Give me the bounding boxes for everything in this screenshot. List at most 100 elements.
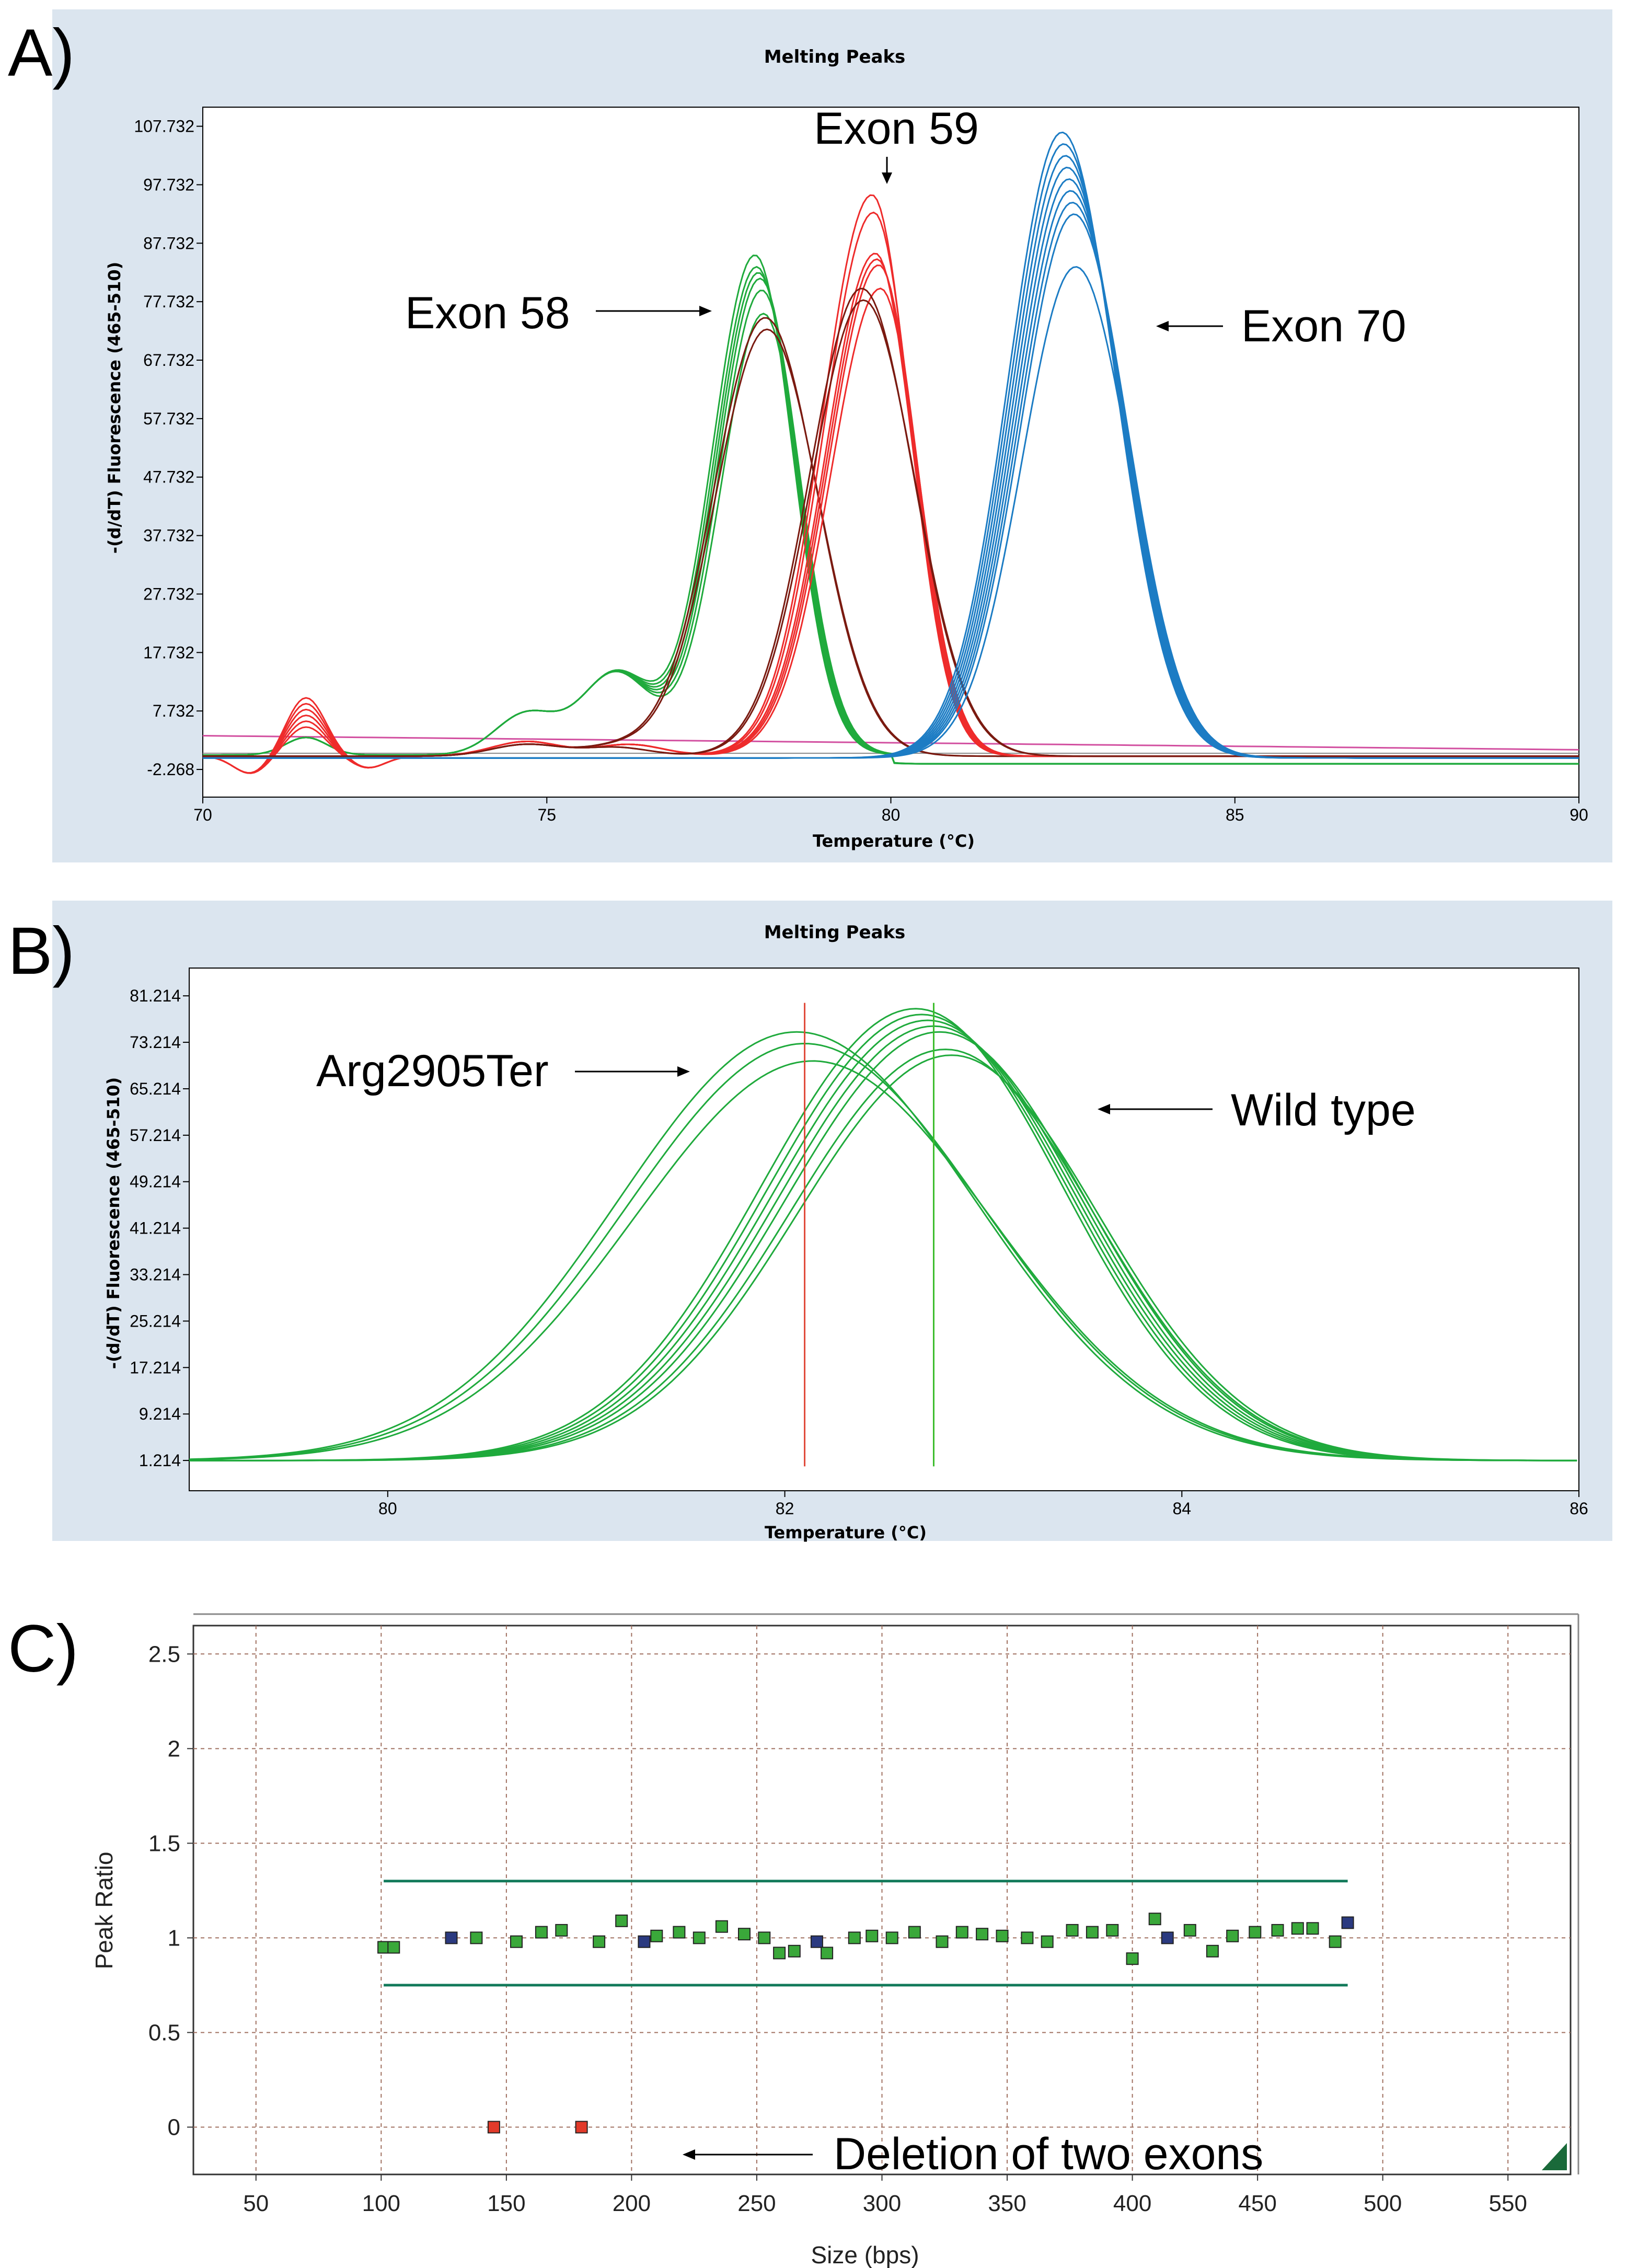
panel-b-y-tick-label: 1.214 (139, 1451, 181, 1470)
panel-a-title: Melting Peaks (764, 47, 906, 67)
panel-a-y-tick-label: 17.732 (143, 643, 194, 662)
panel-a-y-tick-label: 47.732 (143, 468, 194, 487)
panel-a-x-axis-label: Temperature (°C) (813, 831, 975, 851)
panel-b-x-axis-label: Temperature (°C) (765, 1523, 927, 1542)
panel-c-y-tick-label: 1.5 (148, 1830, 180, 1856)
data-point-normal (673, 1926, 686, 1939)
panel-c-y-tick-label: 2.5 (148, 1641, 180, 1667)
arrowhead-deletion (683, 2149, 695, 2160)
data-point-normal (1291, 1922, 1304, 1935)
data-point-normal (1041, 1935, 1054, 1948)
panel-a-y-tick-label: 107.732 (134, 117, 194, 136)
panel-b-x-tick-label: 80 (378, 1499, 397, 1518)
panel-c-y-tick-label: 2 (168, 1736, 180, 1762)
panel-c-x-tick-label: 100 (362, 2191, 400, 2216)
panel-b-y-tick-label: 41.214 (130, 1219, 181, 1238)
arrowhead-exon-70 (1156, 321, 1169, 331)
data-point-normal (593, 1935, 606, 1948)
panel-a-y-tick-label: 37.732 (143, 526, 194, 545)
arrowhead-exon-59 (882, 172, 892, 184)
panel-b-y-tick-label: 81.214 (130, 986, 181, 1005)
panel-a-y-tick-label: 27.732 (143, 584, 194, 603)
resize-corner-icon (1542, 2143, 1567, 2170)
panel-c-x-tick-label: 550 (1489, 2191, 1527, 2216)
panel-a-y-tick-label: 77.732 (143, 292, 194, 311)
panel-b-y-tick-label: 57.214 (130, 1126, 181, 1145)
panel-c-x-tick-label: 50 (243, 2191, 269, 2216)
data-point-normal (996, 1929, 1009, 1942)
melt-curve-blue (203, 266, 1579, 759)
panel-c-x-tick-label: 200 (613, 2191, 651, 2216)
panel-c-x-tick-label: 400 (1113, 2191, 1151, 2216)
data-point-normal (1329, 1935, 1342, 1948)
data-point-deleted (575, 2121, 588, 2134)
panel-a-x-tick-label: 75 (537, 805, 556, 824)
panel-a-y-tick-label: 67.732 (143, 351, 194, 370)
panel-c-x-tick-label: 450 (1238, 2191, 1276, 2216)
panel-b-letter: B) (8, 914, 75, 988)
data-point-normal (866, 1929, 879, 1942)
panel-a-x-tick-label: 80 (882, 805, 901, 824)
arrowhead-arg2905ter (677, 1066, 690, 1077)
data-point-normal (555, 1924, 568, 1937)
data-point-normal (1126, 1952, 1139, 1965)
panel-a-x-tick-label: 85 (1226, 805, 1244, 824)
data-point-normal (821, 1947, 834, 1960)
panel-a-axes: 70 75 80 85 90 -2.268 7.732 17.732 27.732 37.732 4… (134, 117, 1588, 824)
annotation-exon-70: Exon 70 (1241, 301, 1406, 351)
panel-b: B) Melting Peaks 80 82 84 86 1.214 9.214 17.21… (8, 901, 1612, 1542)
data-point-normal (955, 1926, 968, 1939)
data-point-normal (885, 1931, 898, 1944)
panel-c: C) 50 100 150 200 250 300 350 400 450 500 550 0 0.5 1… (8, 1611, 1579, 2268)
data-point-normal (936, 1935, 949, 1948)
data-point-normal (773, 1947, 786, 1960)
panel-a-y-tick-label: 57.732 (143, 409, 194, 428)
data-point-normal (1106, 1924, 1119, 1937)
panel-c-axes: 50 100 150 200 250 300 350 400 450 500 550 0 0.5 1 1.5… (148, 1626, 1571, 2216)
data-point-control (810, 1935, 823, 1948)
panel-c-points (377, 1880, 1354, 2134)
arrowhead-wild-type (1098, 1104, 1110, 1114)
data-point-normal (1148, 1913, 1161, 1926)
data-point-normal (715, 1920, 728, 1933)
data-point-normal (1183, 1924, 1196, 1937)
panel-c-x-tick-label: 500 (1364, 2191, 1402, 2216)
data-point-control (445, 1931, 458, 1944)
data-point-normal (1226, 1929, 1239, 1942)
panel-a-plot-area (202, 107, 1579, 798)
panel-a-x-tick-label: 90 (1570, 805, 1588, 824)
data-point-normal (788, 1944, 801, 1958)
panel-b-x-tick-label: 86 (1570, 1499, 1588, 1518)
data-point-normal (1066, 1924, 1079, 1937)
panel-b-y-tick-label: 49.214 (130, 1172, 181, 1191)
annotation-exon-59: Exon 59 (814, 103, 979, 154)
annotation-arg2905ter: Arg2905Ter (316, 1046, 549, 1096)
panel-b-y-tick-label: 33.214 (130, 1265, 181, 1284)
data-point-normal (758, 1931, 771, 1944)
data-point-normal (1206, 1944, 1219, 1958)
panel-c-x-tick-label: 150 (487, 2191, 525, 2216)
panel-c-y-axis-label: Peak Ratio (90, 1851, 118, 1969)
melt-curve-dark_red (203, 299, 1579, 757)
panel-c-y-tick-label: 1 (168, 1925, 180, 1951)
baseline-magenta (202, 735, 1579, 751)
panel-a-y-tick-label: 97.732 (143, 175, 194, 194)
data-point-deleted (487, 2121, 500, 2134)
panel-b-x-tick-label: 82 (776, 1499, 794, 1518)
data-point-control (638, 1935, 651, 1948)
data-point-normal (1021, 1931, 1034, 1944)
data-point-normal (510, 1935, 523, 1948)
panel-b-title: Melting Peaks (764, 922, 906, 943)
arrowhead-exon-58 (699, 306, 712, 316)
panel-a-x-tick-label: 70 (193, 805, 212, 824)
panel-a-y-tick-label: 87.732 (143, 234, 194, 252)
panel-b-y-tick-label: 17.214 (130, 1358, 181, 1377)
panel-b-curves (189, 1003, 1577, 1467)
data-point-normal (693, 1931, 706, 1944)
data-point-normal (908, 1926, 921, 1939)
panel-b-y-tick-label: 9.214 (139, 1404, 181, 1423)
data-point-normal (387, 1941, 400, 1954)
panel-a: A) Melting Peaks 70 75 80 85 90 -2.268 7.732 17… (8, 9, 1612, 862)
panel-b-y-tick-label: 73.214 (130, 1033, 181, 1052)
